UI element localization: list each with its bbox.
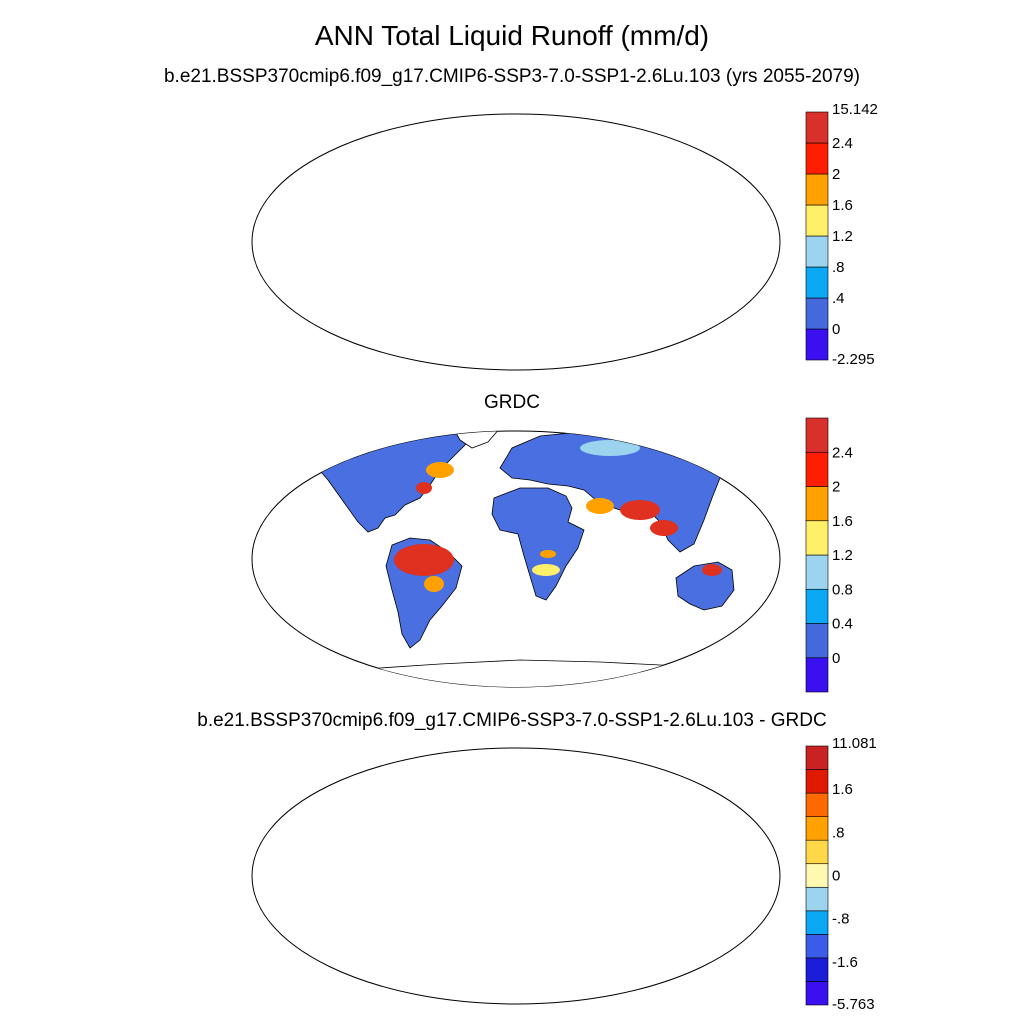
colorbar-tick-label: 1.6 [832, 781, 853, 798]
colorbar-tick-label: .8 [832, 824, 845, 841]
colorbar-tick-label: 0 [832, 321, 840, 338]
colorbar-tick-label: 1.2 [832, 547, 853, 564]
colorbar-tick-label: -5.763 [832, 996, 875, 1013]
colorbar-box [805, 173, 829, 206]
colorbar-box [805, 417, 829, 453]
map-panel-model [251, 113, 781, 371]
colorbar-tick-label: 11.081 [832, 735, 877, 752]
colorbar-box [805, 588, 829, 624]
colorbar-tick-label: 2.4 [832, 135, 853, 152]
colorbar-difference: -5.763 -1.6 -.8 0 .8 1.6 11.081 [805, 735, 877, 1013]
map-frame [251, 747, 781, 1005]
colorbar-box [805, 792, 829, 817]
colorbar-box [805, 111, 829, 144]
panel-model-subtitle: b.e21.BSSP370cmip6.f09_g17.CMIP6-SSP3-7.… [163, 66, 861, 87]
colorbar-box [805, 142, 829, 175]
colorbar-model: -2.295 0 .4 .8 1.2 1.6 2 2.4 15.142 [805, 101, 878, 368]
colorbar-tick-label: -2.295 [832, 351, 875, 368]
colorbar-tick-label: 1.2 [832, 228, 853, 245]
colorbar-box [805, 886, 829, 912]
colorbar-box [805, 934, 829, 959]
colorbar-box [805, 235, 829, 268]
colorbar-box [805, 266, 829, 299]
colorbar-box [805, 554, 829, 590]
map-panel-grdc [251, 430, 781, 688]
colorbar-tick-label: 1.6 [832, 197, 853, 214]
colorbar-box [805, 486, 829, 522]
colorbar-box [805, 623, 829, 659]
colorbar-box [805, 981, 829, 1006]
colorbar-tick-label: 1.6 [832, 513, 853, 530]
colorbar-tick-label: 0.8 [832, 581, 853, 598]
colorbar-box [805, 520, 829, 556]
colorbar-grdc: 0 0.4 0.8 1.2 1.6 2 2.4 [805, 417, 853, 693]
colorbar-tick-label: .8 [832, 259, 845, 276]
panel-grdc-subtitle: GRDC [484, 392, 540, 413]
figure-title: ANN Total Liquid Runoff (mm/d) [314, 20, 710, 51]
panel-diff-subtitle: b.e21.BSSP370cmip6.f09_g17.CMIP6-SSP3-7.… [197, 710, 827, 731]
colorbar-tick-label: -1.6 [832, 954, 858, 971]
colorbar-tick-label: 15.142 [832, 101, 878, 118]
colorbar-box [805, 745, 829, 770]
colorbar-tick-label: 0 [832, 650, 840, 667]
colorbar-tick-label: 0.4 [832, 616, 853, 633]
colorbar-box [805, 657, 829, 693]
colorbar-box [805, 839, 829, 865]
colorbar-tick-label: 0 [832, 868, 840, 885]
colorbar-box [805, 769, 829, 794]
map-panel-difference [251, 747, 781, 1005]
colorbar-box [805, 328, 829, 361]
greenland [451, 431, 501, 449]
colorbar-box [805, 451, 829, 487]
colorbar-tick-label: -.8 [832, 911, 850, 928]
colorbar-tick-label: 2 [832, 479, 840, 496]
map-frame [251, 113, 781, 371]
colorbar-tick-label: .4 [832, 290, 845, 307]
high-runoff-regions [394, 440, 722, 592]
continent-australia [675, 561, 735, 611]
colorbar-box [805, 957, 829, 982]
colorbar-tick-label: 2.4 [832, 444, 853, 461]
colorbar-box [805, 204, 829, 237]
continent-eurasia [499, 431, 731, 553]
colorbar-tick-label: 2 [832, 166, 840, 183]
colorbar-box [805, 910, 829, 935]
continent-africa [491, 487, 585, 601]
colorbar-box [805, 816, 829, 841]
colorbar-box [805, 863, 829, 888]
colorbar-box [805, 297, 829, 330]
